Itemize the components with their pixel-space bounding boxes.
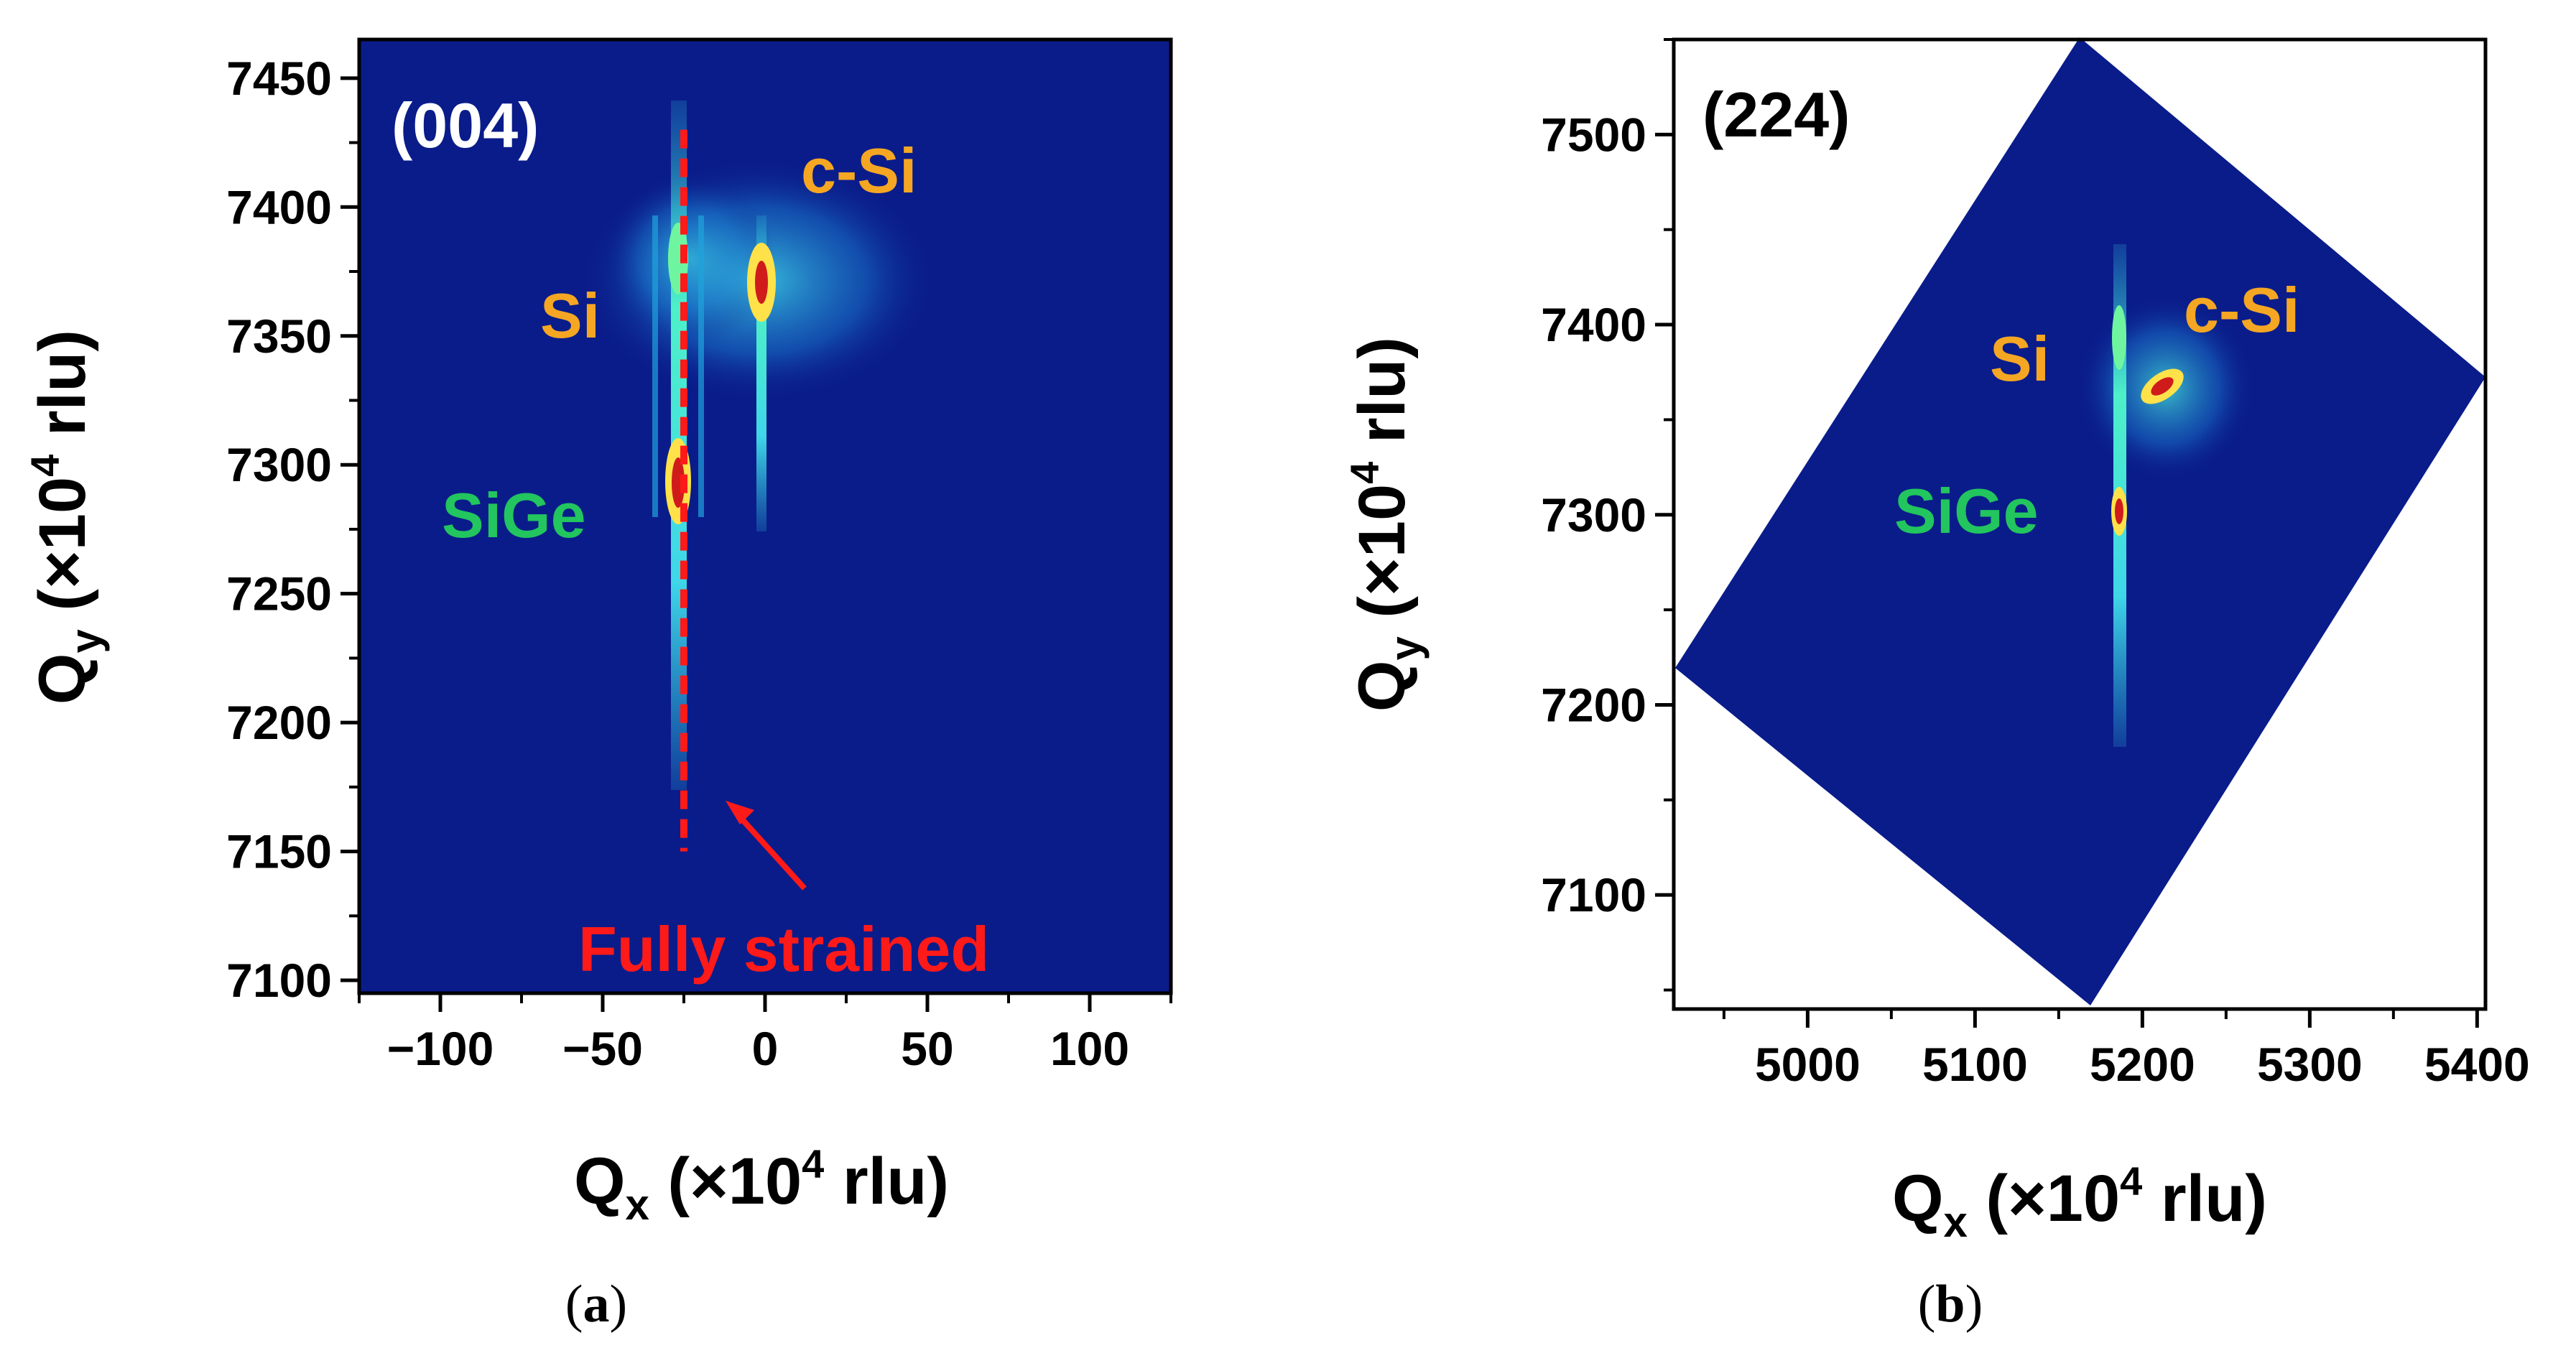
x-tick-label: 5000	[1755, 1038, 1861, 1091]
panel-a-label-sige: SiGe	[442, 480, 586, 551]
y-tick-label: 7300	[1541, 488, 1646, 541]
y-tick-label: 7450	[226, 52, 332, 105]
y-tick-label: 7200	[1541, 678, 1646, 731]
panel-b-x-axis-title: Qx (×104 rlu)	[1892, 1158, 2267, 1246]
panel-a-label-fully-strained: Fully strained	[578, 914, 989, 985]
panel-a-y-ticks: 7100 7150 7200 7250 7300 7350 7400 7450	[226, 52, 359, 1007]
x-tick-label: 5400	[2424, 1038, 2530, 1091]
panel-a-hkl-label: (004)	[392, 90, 539, 161]
panel-b-x-ticks: 5000 5100 5200 5300 5400	[1722, 1009, 2530, 1091]
panel-b-y-axis-title: Qy (×104 rlu)	[1342, 337, 1430, 712]
x-tick-label: 5100	[1922, 1038, 2028, 1091]
y-tick-label: 7100	[226, 954, 332, 1007]
y-tick-label: 7200	[226, 696, 332, 749]
panel-b-label-c-si: c-Si	[2184, 274, 2299, 345]
y-tick-label: 7400	[1541, 298, 1646, 351]
panel-a-x-ticks: −100 −50 0 50 100	[358, 993, 1172, 1075]
sige-side-fringe-right	[698, 215, 704, 517]
y-tick-label: 7400	[226, 180, 332, 233]
panel-b-label-si: Si	[1990, 323, 2049, 394]
sige-peak-center	[2115, 498, 2123, 524]
panel-b-intensity-map	[1675, 37, 2485, 1005]
panel-a-label-c-si: c-Si	[801, 135, 917, 206]
fully-strained-arrow	[734, 811, 807, 891]
panel-a-caption: (a)	[565, 1275, 627, 1334]
c-si-peak-center	[2151, 377, 2174, 396]
c-si-peak-center	[755, 261, 768, 304]
x-tick-label: −50	[562, 1022, 643, 1075]
y-tick-label: 7150	[226, 825, 332, 878]
panel-b-diffraction-features	[2076, 244, 2256, 747]
y-tick-label: 7500	[1541, 108, 1646, 161]
x-tick-label: 100	[1050, 1022, 1129, 1075]
panel-a-x-axis-title: Qx (×104 rlu)	[574, 1141, 949, 1229]
x-tick-label: −100	[387, 1022, 494, 1075]
y-tick-label: 7250	[226, 567, 332, 620]
panel-a-label-si: Si	[540, 280, 600, 351]
panel-a-diffraction-features	[578, 101, 937, 790]
y-tick-label: 7100	[1541, 868, 1646, 921]
y-tick-label: 7350	[226, 310, 332, 363]
si-diffuse-halo	[603, 172, 776, 345]
x-tick-label: 5300	[2257, 1038, 2363, 1091]
si-peak-core	[2112, 305, 2126, 370]
y-tick-label: 7300	[226, 438, 332, 491]
panel-b-frame	[1672, 37, 2488, 1011]
panel-a-chart: 7100 7150 7200 7250 7300 7350 7400 7450 −100 −50…	[22, 37, 1173, 1334]
panel-b-y-ticks: 7100 7200 7300 7400 7500	[1541, 38, 1674, 992]
sige-peak-center	[672, 457, 685, 508]
x-tick-label: 50	[901, 1022, 953, 1075]
panel-b-label-sige: SiGe	[1894, 475, 2039, 547]
panel-b-hkl-label: (224)	[1702, 79, 1850, 150]
x-tick-label: 5200	[2090, 1038, 2195, 1091]
panel-a-y-axis-title: Qy (×104 rlu)	[22, 330, 110, 705]
fully-strained-arrowhead	[726, 801, 754, 824]
panel-b-caption: (b)	[1918, 1275, 1983, 1334]
panel-b-chart: 7100 7200 7300 7400 7500 5000 5100 5200 5300 540…	[1342, 37, 2530, 1334]
sige-side-fringe-left	[652, 215, 658, 517]
x-tick-label: 0	[752, 1022, 779, 1075]
